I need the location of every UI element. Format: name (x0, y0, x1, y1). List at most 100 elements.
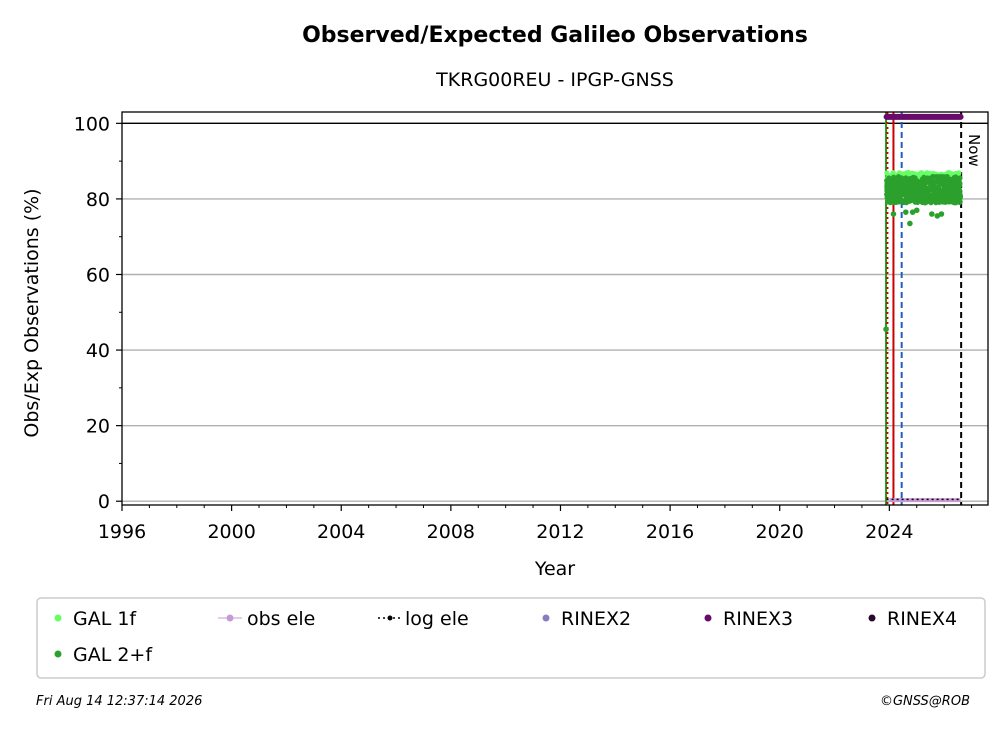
gal-2f-outlier (922, 199, 928, 206)
gal-2f-point (925, 178, 932, 184)
legend-marker (542, 614, 550, 622)
gal-2f-point (933, 173, 939, 180)
y-tick-label-80: 80 (86, 189, 110, 211)
gal-1f-point (918, 171, 924, 177)
gal-2f-point (888, 194, 894, 200)
chart-title: Observed/Expected Galileo Observations (302, 23, 808, 48)
gal-2f-point (937, 180, 943, 186)
gal-2f-point (954, 193, 960, 200)
gal-2f-point (943, 180, 949, 186)
legend-item-gal-1f: GAL 1f (54, 608, 137, 630)
legend-item-log-ele: log ele (378, 608, 469, 630)
gal-2f-outlier (907, 220, 913, 227)
footer-timestamp: Fri Aug 14 12:37:14 2026 (36, 694, 203, 709)
legend-label: obs ele (247, 608, 315, 630)
legend-label: RINEX2 (561, 608, 631, 630)
legend-marker (387, 615, 393, 621)
x-tick-label-2012: 2012 (536, 521, 584, 543)
gal-2f-point (957, 199, 963, 206)
y-axis-ticks: 0 20 40 60 80 100 (74, 113, 122, 513)
legend: GAL 1f obs ele log ele RINEX2 RINEX3 RINEX4 GA… (54, 608, 957, 666)
legend-label: RINEX3 (723, 608, 793, 630)
gal-2f-outlier (890, 211, 897, 217)
gal-2f-point (954, 179, 960, 185)
gal-2f-outlier (949, 192, 956, 198)
legend-label: log ele (405, 608, 469, 630)
gal-2f-point (948, 178, 955, 185)
gal-2f-point (933, 199, 939, 205)
gal-2f-point (888, 176, 894, 182)
y-tick-label-0: 0 (98, 491, 110, 513)
gal-2f-point (923, 190, 929, 196)
gal-2f-point (929, 186, 936, 192)
gal-2f-point (921, 174, 927, 180)
gal-2f-outlier (883, 326, 889, 333)
gal-2f-point (893, 184, 899, 190)
x-tick-label-2020: 2020 (756, 521, 804, 543)
gal-2f-point (903, 195, 909, 201)
x-axis-ticks: 1996 2000 2004 2008 2012 2016 2020 2024 (98, 505, 973, 543)
gal-2f-outlier (929, 211, 935, 217)
legend-label: RINEX4 (887, 608, 957, 630)
legend-marker (226, 614, 234, 622)
y-axis-label: Obs/Exp Observations (%) (21, 188, 43, 437)
gal-2f-point (904, 188, 910, 194)
y-tick-label-40: 40 (86, 340, 110, 362)
legend-item-obs-ele: obs ele (218, 608, 315, 630)
gal-2f-point (912, 182, 918, 188)
legend-label: GAL 2+f (73, 644, 153, 666)
gal-2f-point (909, 186, 915, 192)
now-label: Now (965, 134, 983, 167)
y-tick-label-20: 20 (86, 416, 110, 438)
gal-2f-point (922, 194, 928, 200)
legend-item-rinex4: RINEX4 (868, 608, 957, 630)
gal-2f-point (904, 177, 911, 183)
legend-item-rinex3: RINEX3 (704, 608, 793, 630)
legend-label: GAL 1f (73, 608, 137, 630)
gal-2f-point (934, 190, 940, 196)
gal-2f-outlier (944, 196, 950, 202)
gal-2f-point (912, 178, 918, 184)
x-tick-label-2000: 2000 (207, 521, 255, 543)
gal-2f-point (913, 190, 919, 196)
gal-2f-outlier (938, 211, 945, 217)
gal-2f-point (929, 197, 935, 203)
gal-2f-point (916, 184, 922, 190)
chart-subtitle: TKRG00REU - IPGP-GNSS (435, 69, 674, 91)
plot-frame (121, 111, 989, 506)
gal-2f-point (892, 176, 898, 182)
footer-credit: ©GNSS@ROB (879, 694, 970, 709)
gal-2f-point (939, 195, 945, 201)
gal-2f-point (884, 184, 890, 190)
x-axis-label: Year (534, 558, 575, 580)
gal-2f-outlier (918, 196, 924, 202)
grid-lines (122, 122, 988, 502)
gal-2f-point (935, 185, 942, 191)
x-tick-label-2004: 2004 (317, 521, 365, 543)
gal-2f-point (942, 174, 948, 180)
gal-2f-outlier (902, 209, 909, 215)
y-tick-label-60: 60 (86, 264, 110, 286)
gal-2f-point (887, 200, 893, 206)
legend-marker (704, 614, 712, 622)
x-tick-label-2016: 2016 (646, 521, 694, 543)
data-marks (883, 113, 964, 503)
gal-2f-point (941, 186, 947, 193)
x-tick-label-2008: 2008 (427, 521, 475, 543)
gal-2f-point (902, 181, 909, 187)
legend-marker (54, 614, 62, 622)
legend-item-rinex2: RINEX2 (542, 608, 631, 630)
x-tick-label-1996: 1996 (98, 521, 146, 543)
y-tick-label-100: 100 (74, 113, 110, 135)
x-tick-label-2024: 2024 (865, 521, 913, 543)
legend-box (36, 597, 986, 679)
legend-item-gal-2-f: GAL 2+f (54, 644, 153, 666)
legend-marker (54, 650, 62, 658)
gal-2f-point (896, 199, 902, 205)
gal-2f-point (949, 182, 955, 188)
gal-2f-outlier (913, 207, 920, 214)
legend-marker (868, 614, 876, 622)
gal-2f-point (897, 179, 903, 185)
gal-2f-point (893, 191, 900, 197)
